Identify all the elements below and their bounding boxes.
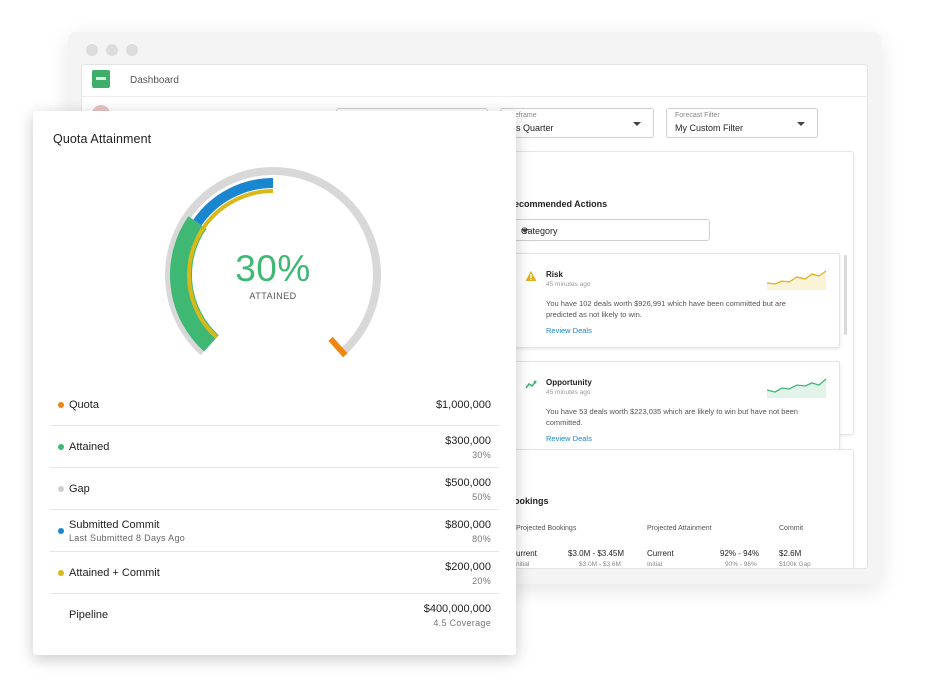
row-value: $400,000,000	[423, 603, 491, 615]
trending-up-icon	[525, 380, 537, 389]
attainment-initial-value: 90% - 96%	[725, 561, 757, 568]
chevron-down-icon	[797, 122, 805, 126]
warning-icon	[525, 271, 537, 281]
attainment-initial-label: Initial	[647, 561, 663, 568]
action-title: Risk	[546, 270, 563, 279]
gauge-quota-marker	[328, 336, 348, 358]
gauge-commit-arc	[193, 178, 274, 226]
action-title: Opportunity	[546, 378, 592, 387]
attainment-current-value: 92% - 94%	[720, 549, 760, 558]
attained-row: Attained $300,000 30%	[50, 426, 499, 468]
row-value: $200,000	[445, 561, 491, 573]
review-deals-link[interactable]: Review Deals	[546, 434, 592, 443]
gauge-attained-commit-arc	[196, 189, 274, 239]
gauge-attained-commit-start-arc	[187, 236, 219, 339]
forecast-filter-label: Forecast Filter	[675, 112, 720, 119]
forecast-filter-select[interactable]: Forecast Filter My Custom Filter	[666, 108, 818, 138]
gauge-gap-arc	[165, 167, 381, 356]
window-close-dot[interactable]	[86, 44, 98, 56]
gap-row: Gap $500,000 50%	[50, 468, 499, 510]
quota-bullet	[58, 402, 64, 408]
row-name: Attained	[69, 441, 110, 453]
row-name: Quota	[69, 399, 99, 411]
top-bar: Dashboard	[82, 65, 867, 97]
gap-bullet	[58, 486, 64, 492]
review-deals-link[interactable]: Review Deals	[546, 326, 592, 335]
opportunity-sparkline	[767, 378, 827, 398]
row-value: $800,000	[445, 519, 491, 531]
page-title: Dashboard	[130, 75, 179, 86]
chevron-down-icon	[521, 229, 529, 233]
bookings-current-value: $3.0M - $3.45M	[568, 549, 625, 558]
row-percent: 50%	[472, 492, 491, 502]
gauge-attained-arc	[170, 216, 220, 352]
attained-percent: 30%	[235, 248, 311, 289]
action-time: 45 minutes ago	[546, 389, 591, 396]
attained-commit-row: Attained + Commit $200,000 20%	[50, 552, 499, 594]
attained-commit-bullet	[58, 570, 64, 576]
timeframe-select[interactable]: meframe his Quarter	[500, 108, 654, 138]
row-name: Pipeline	[69, 609, 109, 621]
commit-gap: $100k Gap	[779, 561, 811, 568]
quota-attainment-card: Quota Attainment 30% ATTAINED Quota $1,0…	[33, 111, 516, 655]
bookings-initial-label: nitial	[516, 561, 530, 568]
row-name: Attained + Commit	[69, 567, 160, 579]
action-card-opportunity[interactable]: Opportunity 45 minutes ago You have 53 d…	[512, 361, 840, 456]
commit-value: $2.6M	[779, 549, 802, 558]
submitted-commit-row: Submitted Commit Last Submitted 8 Days A…	[50, 510, 499, 552]
projected-attainment-label: Projected Attainment	[647, 525, 712, 532]
bookings-initial-value: $3.0M - $3.6M	[579, 561, 621, 568]
row-percent: 20%	[472, 576, 491, 586]
row-value: $300,000	[445, 435, 491, 447]
row-value: $1,000,000	[435, 399, 491, 411]
action-card-risk[interactable]: Risk 45 minutes ago You have 102 deals w…	[512, 253, 840, 348]
quota-gauge	[165, 167, 381, 358]
window-minimize-dot[interactable]	[106, 44, 118, 56]
bookings-card	[504, 449, 854, 568]
submitted-commit-bullet	[58, 528, 64, 534]
quota-row: Quota $1,000,000	[50, 384, 499, 426]
bookings-current-label: urrent	[516, 549, 537, 558]
scrollbar[interactable]	[844, 255, 847, 335]
row-name: Gap	[69, 483, 90, 495]
app-logo[interactable]	[92, 70, 110, 88]
commit-label: Commit	[779, 525, 804, 532]
risk-sparkline	[767, 270, 827, 290]
row-percent: 4.5 Coverage	[433, 618, 491, 628]
row-name: Submitted Commit	[69, 519, 160, 531]
action-time: 45 minutes ago	[546, 281, 591, 288]
bookings-title: ookings	[514, 496, 549, 506]
recommended-actions-title: ecommended Actions	[514, 199, 608, 209]
row-subtext: Last Submitted 8 Days Ago	[69, 533, 186, 543]
projected-bookings-label: Projected Bookings	[516, 525, 577, 532]
category-select[interactable]: Category	[514, 219, 710, 241]
row-percent: 80%	[472, 534, 491, 544]
pipeline-row: Pipeline $400,000,000 4.5 Coverage	[50, 594, 499, 636]
chevron-down-icon	[633, 122, 641, 126]
timeframe-label: meframe	[509, 112, 537, 119]
timeframe-value: his Quarter	[509, 123, 554, 133]
row-value: $500,000	[445, 477, 491, 489]
attained-label: ATTAINED	[249, 291, 297, 301]
quota-title: Quota Attainment	[53, 132, 152, 146]
action-text: You have 53 deals worth $223,035 which a…	[546, 407, 798, 427]
row-percent: 30%	[472, 450, 491, 460]
attainment-current-label: Current	[647, 549, 674, 558]
action-text: You have 102 deals worth $926,991 which …	[546, 299, 786, 319]
category-value: Category	[521, 226, 558, 236]
attained-bullet	[58, 444, 64, 450]
window-zoom-dot[interactable]	[126, 44, 138, 56]
forecast-filter-value: My Custom Filter	[675, 123, 744, 133]
